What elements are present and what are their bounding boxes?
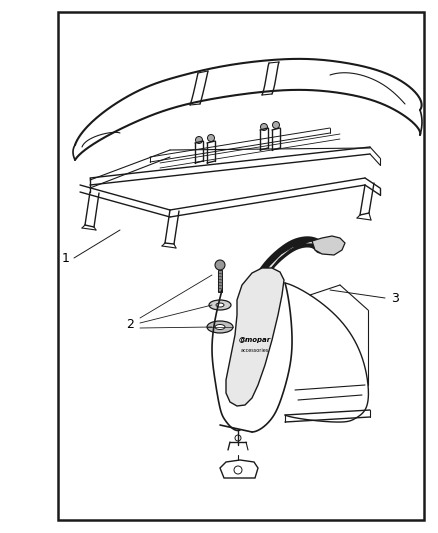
Text: accessories: accessories	[241, 348, 269, 352]
Text: 1: 1	[62, 252, 70, 264]
Circle shape	[261, 124, 268, 131]
Bar	[218, 270, 222, 292]
Circle shape	[195, 136, 202, 143]
Circle shape	[208, 134, 215, 141]
Polygon shape	[226, 268, 284, 406]
Ellipse shape	[215, 325, 225, 329]
Ellipse shape	[216, 303, 224, 307]
Polygon shape	[220, 460, 258, 478]
Circle shape	[272, 122, 279, 128]
Ellipse shape	[209, 300, 231, 310]
Text: 3: 3	[391, 292, 399, 304]
Circle shape	[235, 435, 241, 441]
Text: 2: 2	[126, 319, 134, 332]
Polygon shape	[252, 241, 328, 295]
Circle shape	[234, 466, 242, 474]
Polygon shape	[312, 236, 345, 255]
Circle shape	[215, 260, 225, 270]
Text: @mopar: @mopar	[239, 337, 271, 343]
Ellipse shape	[207, 321, 233, 333]
